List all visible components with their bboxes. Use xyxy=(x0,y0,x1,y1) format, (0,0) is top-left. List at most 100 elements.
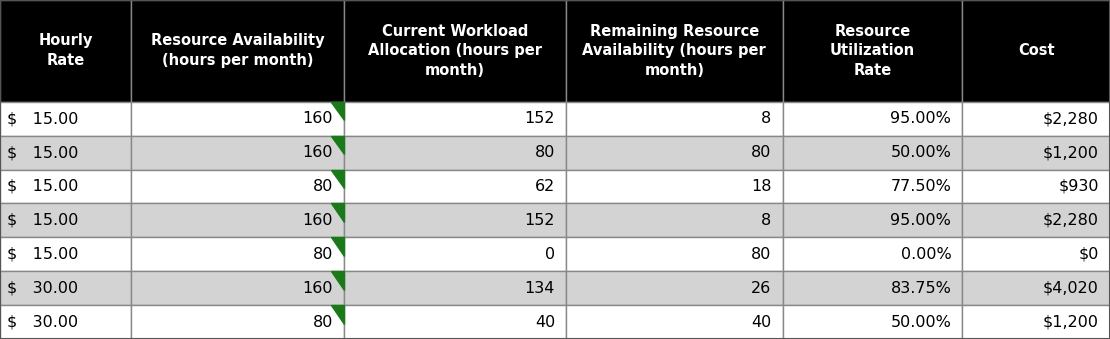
Text: 80: 80 xyxy=(751,145,771,160)
Text: $1,200: $1,200 xyxy=(1043,145,1099,160)
Bar xyxy=(131,237,344,271)
Text: 18: 18 xyxy=(751,179,771,194)
Bar xyxy=(783,102,962,136)
Bar xyxy=(344,136,566,170)
Bar xyxy=(962,136,1110,170)
Text: $   15.00: $ 15.00 xyxy=(7,179,78,194)
Text: Resource Availability
(hours per month): Resource Availability (hours per month) xyxy=(151,34,324,68)
Text: Current Workload
Allocation (hours per
month): Current Workload Allocation (hours per m… xyxy=(369,23,542,78)
Text: 77.50%: 77.50% xyxy=(890,179,951,194)
Bar xyxy=(783,237,962,271)
Bar xyxy=(0,271,131,305)
Bar xyxy=(344,203,566,237)
Text: $   30.00: $ 30.00 xyxy=(7,281,78,296)
Text: 95.00%: 95.00% xyxy=(890,111,951,126)
Bar xyxy=(344,102,566,136)
Text: $   15.00: $ 15.00 xyxy=(7,145,78,160)
Bar xyxy=(0,0,131,102)
Text: 62: 62 xyxy=(535,179,555,194)
Text: $   15.00: $ 15.00 xyxy=(7,213,78,228)
Bar xyxy=(344,271,566,305)
Bar xyxy=(783,305,962,339)
Text: 160: 160 xyxy=(303,111,333,126)
Text: 160: 160 xyxy=(303,213,333,228)
Bar xyxy=(783,203,962,237)
Text: Cost: Cost xyxy=(1018,43,1054,58)
Text: Remaining Resource
Availability (hours per
month): Remaining Resource Availability (hours p… xyxy=(583,23,766,78)
Bar xyxy=(962,170,1110,203)
Text: Hourly
Rate: Hourly Rate xyxy=(39,34,92,68)
Text: 83.75%: 83.75% xyxy=(890,281,951,296)
Text: 80: 80 xyxy=(313,315,333,330)
Text: Resource
Utilization
Rate: Resource Utilization Rate xyxy=(830,23,915,78)
Text: 134: 134 xyxy=(525,281,555,296)
Bar xyxy=(962,102,1110,136)
Polygon shape xyxy=(331,170,344,188)
Bar xyxy=(131,271,344,305)
Bar xyxy=(0,203,131,237)
Bar xyxy=(783,170,962,203)
Polygon shape xyxy=(331,102,344,120)
Text: 80: 80 xyxy=(535,145,555,160)
Polygon shape xyxy=(331,136,344,154)
Bar xyxy=(566,136,783,170)
Bar xyxy=(344,305,566,339)
Bar xyxy=(131,0,344,102)
Bar xyxy=(0,237,131,271)
Text: 8: 8 xyxy=(761,111,771,126)
Polygon shape xyxy=(331,271,344,290)
Bar xyxy=(344,0,566,102)
Text: 40: 40 xyxy=(751,315,771,330)
Text: 40: 40 xyxy=(535,315,555,330)
Text: 26: 26 xyxy=(751,281,771,296)
Bar xyxy=(962,203,1110,237)
Text: $   30.00: $ 30.00 xyxy=(7,315,78,330)
Text: 0: 0 xyxy=(545,247,555,262)
Text: 50.00%: 50.00% xyxy=(890,145,951,160)
Bar xyxy=(131,203,344,237)
Bar xyxy=(0,305,131,339)
Bar xyxy=(0,136,131,170)
Text: 152: 152 xyxy=(525,213,555,228)
Bar xyxy=(566,237,783,271)
Text: $   15.00: $ 15.00 xyxy=(7,111,78,126)
Bar xyxy=(962,237,1110,271)
Bar xyxy=(0,102,131,136)
Text: 50.00%: 50.00% xyxy=(890,315,951,330)
Bar xyxy=(783,271,962,305)
Text: 95.00%: 95.00% xyxy=(890,213,951,228)
Bar xyxy=(783,0,962,102)
Text: $2,280: $2,280 xyxy=(1043,111,1099,126)
Bar xyxy=(131,170,344,203)
Bar xyxy=(962,0,1110,102)
Text: 0.00%: 0.00% xyxy=(900,247,951,262)
Text: $   15.00: $ 15.00 xyxy=(7,247,78,262)
Text: $4,020: $4,020 xyxy=(1043,281,1099,296)
Bar xyxy=(344,237,566,271)
Text: 160: 160 xyxy=(303,281,333,296)
Bar xyxy=(131,136,344,170)
Bar xyxy=(131,305,344,339)
Text: $0: $0 xyxy=(1079,247,1099,262)
Text: $930: $930 xyxy=(1059,179,1099,194)
Polygon shape xyxy=(331,305,344,324)
Text: 152: 152 xyxy=(525,111,555,126)
Bar xyxy=(566,170,783,203)
Bar xyxy=(566,102,783,136)
Text: 80: 80 xyxy=(751,247,771,262)
Text: 80: 80 xyxy=(313,247,333,262)
Bar xyxy=(566,0,783,102)
Text: 80: 80 xyxy=(313,179,333,194)
Bar xyxy=(962,305,1110,339)
Polygon shape xyxy=(331,203,344,222)
Polygon shape xyxy=(331,237,344,256)
Text: 8: 8 xyxy=(761,213,771,228)
Bar xyxy=(566,203,783,237)
Text: 160: 160 xyxy=(303,145,333,160)
Text: $1,200: $1,200 xyxy=(1043,315,1099,330)
Text: $2,280: $2,280 xyxy=(1043,213,1099,228)
Bar xyxy=(783,136,962,170)
Bar xyxy=(344,170,566,203)
Bar xyxy=(566,305,783,339)
Bar xyxy=(566,271,783,305)
